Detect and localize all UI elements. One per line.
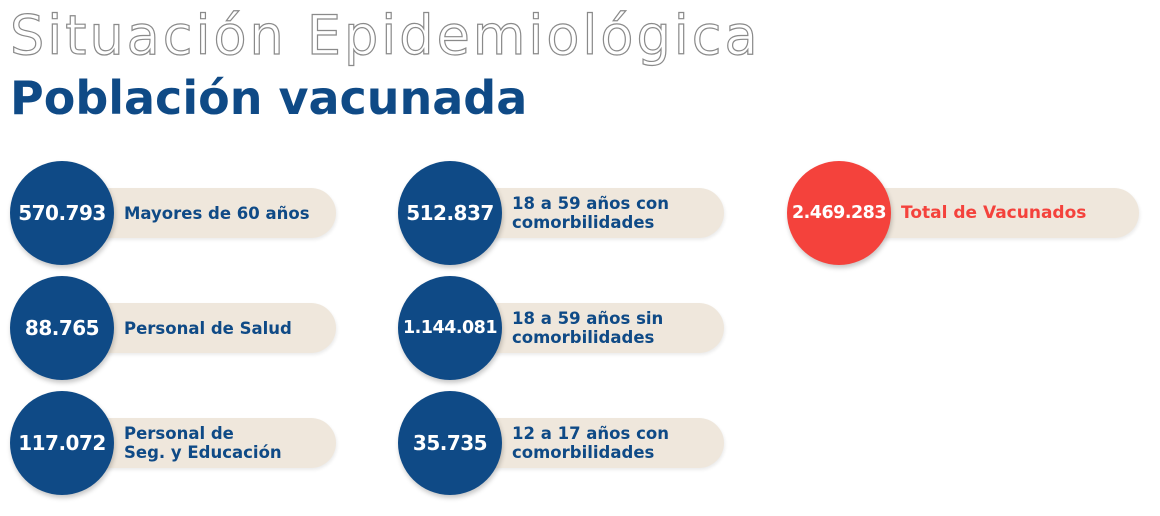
stat-label: 12 a 17 años con comorbilidades — [512, 424, 669, 462]
stat-value-circle: 570.793 — [10, 161, 114, 265]
stat-value-circle: 117.072 — [10, 391, 114, 495]
stat-label: Mayores de 60 años — [124, 203, 310, 223]
stat-label-pill: Personal de Seg. y Educación — [74, 418, 336, 468]
stat-label-pill: Mayores de 60 años — [74, 188, 336, 238]
stat-value: 570.793 — [18, 201, 106, 225]
stat-value-circle: 88.765 — [10, 276, 114, 380]
stat-label: 18 a 59 años con comorbilidades — [512, 194, 669, 232]
stat-label-pill: Total de Vacunados — [851, 188, 1139, 238]
stat-value-circle: 512.837 — [398, 161, 502, 265]
stat-value: 117.072 — [18, 431, 106, 455]
stat-value: 2.469.283 — [791, 203, 887, 223]
stat-value-circle: 2.469.283 — [787, 161, 891, 265]
stat-label-pill: Personal de Salud — [74, 303, 336, 353]
stat-label: Personal de Salud — [124, 318, 292, 338]
stat-value: 35.735 — [412, 431, 488, 455]
stat-value: 88.765 — [24, 316, 100, 340]
stat-label: Personal de Seg. y Educación — [124, 424, 282, 462]
page-subtitle: Población vacunada — [10, 71, 528, 125]
stat-label-pill: 18 a 59 años con comorbilidades — [462, 188, 724, 238]
stat-value-circle: 1.144.081 — [398, 276, 502, 380]
stat-value-circle: 35.735 — [398, 391, 502, 495]
stat-label: Total de Vacunados — [901, 202, 1087, 223]
stat-label-pill: 18 a 59 años sin comorbilidades — [462, 303, 724, 353]
stat-label: 18 a 59 años sin comorbilidades — [512, 309, 664, 347]
stat-value: 1.144.081 — [402, 318, 498, 338]
stat-value: 512.837 — [406, 201, 494, 225]
stat-label-pill: 12 a 17 años con comorbilidades — [462, 418, 724, 468]
page-title: Situación Epidemiológica — [9, 3, 761, 67]
